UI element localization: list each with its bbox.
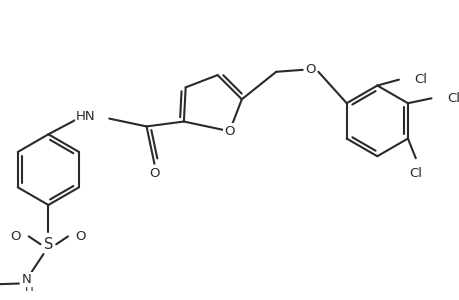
- Text: O: O: [75, 230, 86, 243]
- Text: N: N: [22, 273, 32, 286]
- Text: O: O: [149, 167, 159, 180]
- Text: Cl: Cl: [409, 167, 421, 180]
- Text: H: H: [24, 281, 33, 294]
- Text: O: O: [305, 63, 315, 76]
- Text: S: S: [44, 237, 53, 252]
- Text: Cl: Cl: [446, 92, 459, 105]
- Text: O: O: [11, 230, 21, 243]
- Text: O: O: [224, 125, 234, 138]
- Text: HN: HN: [76, 110, 95, 123]
- Text: Cl: Cl: [414, 73, 427, 86]
